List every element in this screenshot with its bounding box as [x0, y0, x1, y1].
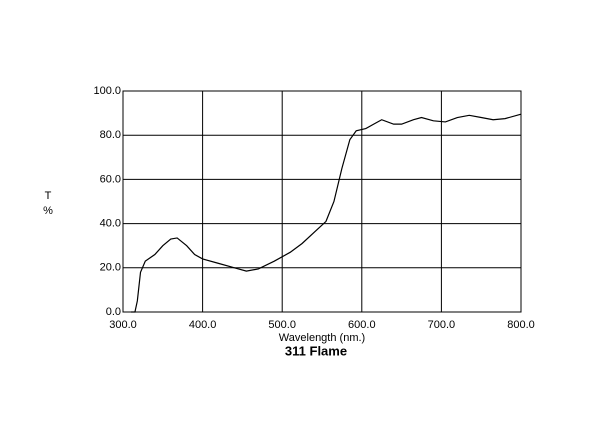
x-tick-label: 800.0 — [507, 319, 535, 331]
y-tick-label: 20.0 — [100, 262, 121, 274]
x-tick-label: 600.0 — [348, 319, 376, 331]
y-tick-label: 100.0 — [93, 85, 121, 97]
x-axis-label: Wavelength (nm.) — [279, 332, 365, 344]
x-tick-label: 700.0 — [428, 319, 456, 331]
x-tick-label: 400.0 — [189, 319, 217, 331]
x-tick-label: 500.0 — [268, 319, 296, 331]
y-axis-label: % — [43, 205, 53, 217]
y-tick-label: 60.0 — [100, 173, 121, 185]
y-tick-label: 40.0 — [100, 218, 121, 230]
y-tick-label: 0.0 — [106, 306, 121, 318]
x-tick-label: 300.0 — [109, 319, 137, 331]
y-tick-label: 80.0 — [100, 129, 121, 141]
chart-title: 311 Flame — [285, 343, 347, 358]
data-line — [130, 113, 522, 313]
plot-frame — [122, 90, 522, 313]
y-axis-label: T — [45, 190, 52, 202]
